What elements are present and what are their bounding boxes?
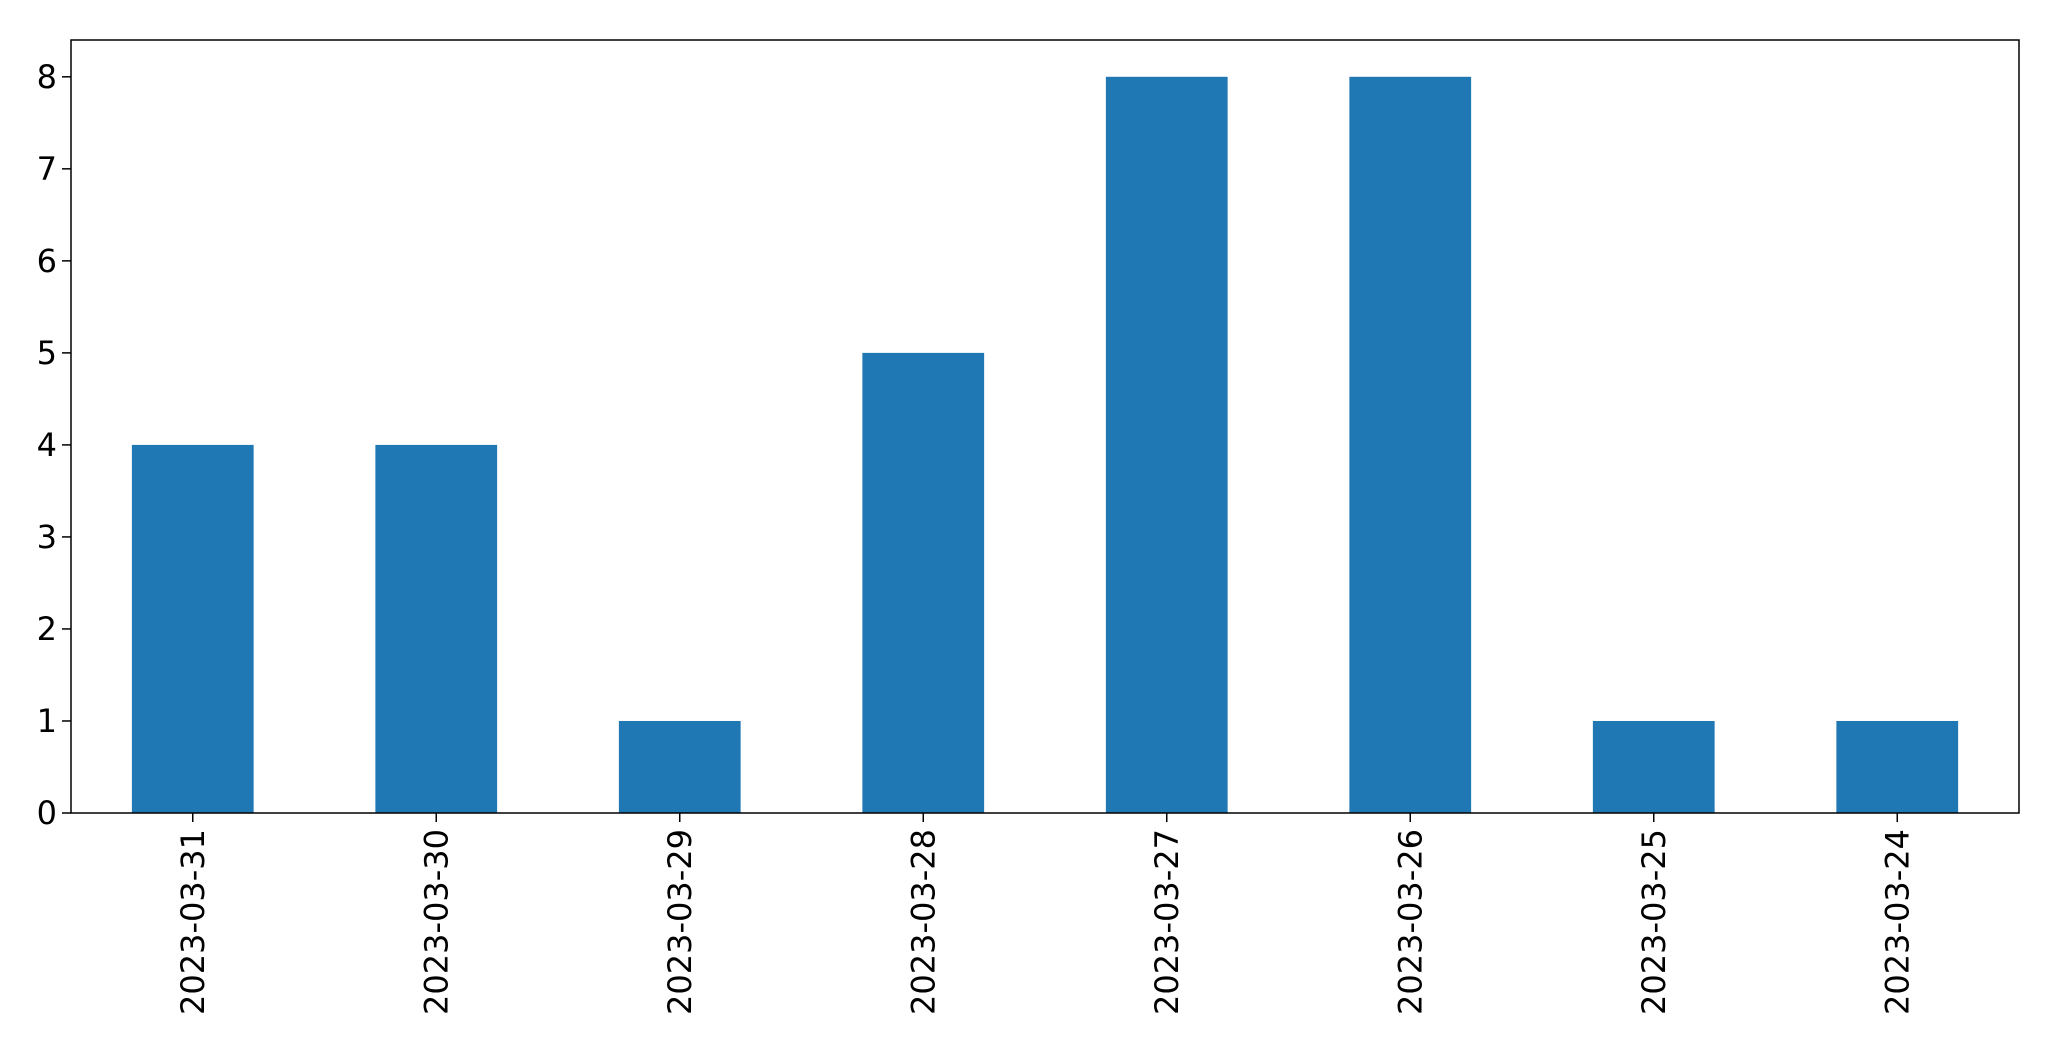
y-tick-label: 4 [37,426,57,464]
x-tick-label: 2023-03-27 [1148,829,1186,1015]
y-tick-label: 3 [37,518,57,556]
plot-frame [70,39,2020,814]
x-tick-label: 2023-03-31 [174,829,212,1015]
y-axis: 0 1 2 3 4 5 6 7 8 [37,58,71,832]
x-tick-label: 2023-03-29 [661,829,699,1015]
x-tick-label: 2023-03-24 [1878,829,1916,1015]
bar-2023-03-29 [618,720,741,813]
y-tick-label: 7 [37,150,57,188]
bar-2023-03-28 [862,352,985,813]
bar-2023-03-30 [375,444,498,813]
y-tick-label: 5 [37,334,57,372]
x-tick-label: 2023-03-25 [1635,829,1673,1015]
x-axis: 2023-03-31 2023-03-30 2023-03-29 2023-03-28… [174,813,1916,1015]
y-tick-label: 8 [37,58,57,96]
bar-2023-03-31 [131,444,254,813]
x-tick-label: 2023-03-28 [904,829,942,1015]
y-tick-label: 6 [37,242,57,280]
x-tick-label: 2023-03-30 [417,829,455,1015]
y-tick-label: 1 [37,702,57,740]
y-tick-label: 2 [37,610,57,648]
bar-2023-03-25 [1592,720,1715,813]
x-tick-label: 2023-03-26 [1391,829,1429,1015]
bar-2023-03-27 [1105,76,1228,813]
bar-2023-03-24 [1836,720,1959,813]
bars-group [131,76,1959,813]
bar-2023-03-26 [1349,76,1472,813]
y-tick-label: 0 [37,794,57,832]
